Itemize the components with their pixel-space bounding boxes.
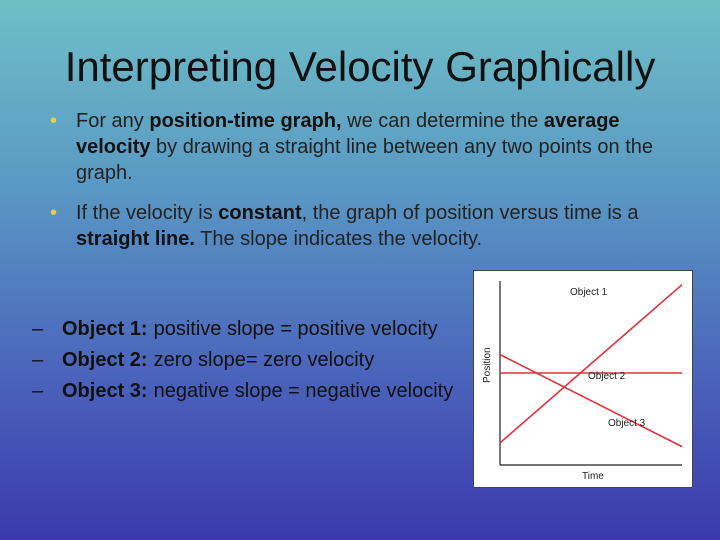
bullet-dot-icon: • — [50, 202, 58, 224]
bold-term: average velocity — [76, 110, 620, 158]
sublist-item-object-2: – Object 2: zero slope= zero velocity — [32, 347, 462, 373]
object-1-graph-label: Object 1 — [570, 287, 608, 298]
sublist-item-object-1: – Object 1: positive slope = positive ve… — [32, 316, 462, 342]
object-1-description: positive slope = positive velocity — [153, 318, 438, 340]
bullet-text-run: For any — [76, 110, 150, 132]
dash-marker: – — [32, 380, 44, 402]
bullet-item-2: • If the velocity is constant, the graph… — [50, 200, 690, 252]
object-sublist: – Object 1: positive slope = positive ve… — [32, 316, 462, 409]
object-2-label: Object 2: — [62, 349, 148, 371]
object-3-line — [499, 353, 683, 448]
bold-term: constant — [218, 202, 302, 224]
object-2-graph-label: Object 2 — [588, 371, 626, 382]
bullet-dot-icon: • — [50, 110, 58, 132]
bullet-text-run: , the graph of position versus time is a — [301, 202, 639, 224]
object-2-description: zero slope= zero velocity — [153, 349, 375, 371]
object-3-description: negative slope = negative velocity — [153, 380, 454, 402]
dash-marker: – — [32, 318, 44, 340]
bold-term: straight line. — [76, 228, 195, 250]
slide-title: Interpreting Velocity Graphically — [64, 43, 656, 90]
object-3-label: Object 3: — [62, 380, 148, 402]
bullet-text: For any position-time graph, we can dete… — [76, 110, 653, 184]
bold-term: position-time graph, — [149, 110, 342, 132]
object-1-label: Object 1: — [62, 318, 148, 340]
object-1-line — [499, 284, 683, 444]
bullet-text-run: If the velocity is — [76, 202, 219, 224]
dash-marker: – — [32, 349, 44, 371]
position-time-graph: Position Time Object 1 Object 2 Object 3 — [473, 270, 693, 488]
bullet-text-run: The slope indicates the velocity. — [194, 228, 483, 250]
sublist-item-object-3: – Object 3: negative slope = negative ve… — [32, 378, 462, 404]
bullet-list: • For any position-time graph, we can de… — [50, 108, 690, 266]
graph-xlabel: Time — [582, 471, 604, 482]
graph-canvas: Position Time Object 1 Object 2 Object 3 — [482, 281, 683, 482]
bullet-text: If the velocity is constant, the graph o… — [76, 202, 638, 250]
graph-ylabel: Position — [482, 347, 493, 383]
object-3-graph-label: Object 3 — [608, 418, 646, 429]
bullet-item-1: • For any position-time graph, we can de… — [50, 108, 690, 186]
bullet-text-run: by drawing a straight line between any t… — [76, 136, 654, 184]
bullet-text-run: we can determine the — [341, 110, 544, 132]
